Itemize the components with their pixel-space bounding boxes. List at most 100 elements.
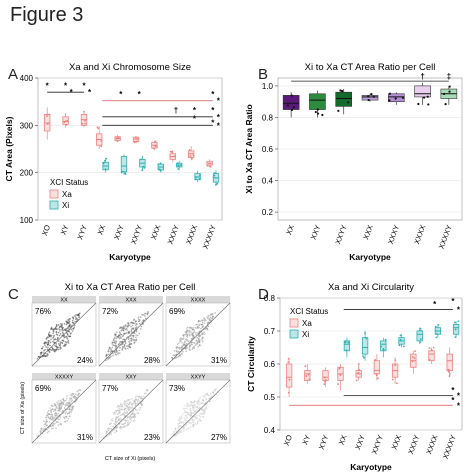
- scatter-point: [136, 334, 139, 337]
- scatter-point: [43, 349, 45, 352]
- scatter-point: [199, 402, 201, 404]
- scatter-point: [52, 336, 55, 338]
- scatter-point: [146, 389, 149, 391]
- data-point: [454, 336, 457, 339]
- data-point: [399, 338, 402, 341]
- scatter-point: [71, 405, 74, 407]
- scatter-point: [178, 342, 180, 344]
- scatter-point: [64, 399, 67, 402]
- box-xi-xxxy: [416, 330, 423, 342]
- data-point: [288, 378, 291, 381]
- legend-swatch-xa: [49, 189, 59, 199]
- scatter-point: [71, 394, 73, 397]
- y-tick-label: 0.5: [264, 393, 276, 402]
- scatter-point: [51, 348, 54, 350]
- scatter-point: [68, 321, 70, 324]
- x-tick-label: XY: [59, 224, 71, 236]
- scatter-point: [47, 342, 50, 344]
- significance-annotation: *: [211, 106, 215, 115]
- data-point: [367, 98, 370, 102]
- scatter-point: [132, 336, 135, 338]
- scatter-point: [178, 354, 181, 357]
- facet-strip-label: XXYY: [191, 375, 206, 381]
- scatter-point: [75, 316, 77, 318]
- scatter-point: [66, 413, 69, 415]
- scatter-point: [111, 343, 114, 345]
- scatter-point: [59, 408, 62, 410]
- scatter-point: [74, 395, 77, 398]
- x-tick-label: XXXY: [166, 224, 181, 246]
- data-point: [337, 383, 339, 385]
- scatter-point: [69, 333, 72, 335]
- scatter-point: [194, 326, 197, 329]
- scatter-point: [124, 402, 126, 404]
- scatter-point: [171, 357, 174, 360]
- scatter-point: [108, 356, 111, 359]
- scatter-point: [187, 405, 190, 408]
- y-axis-label: CT Area (Pixels): [4, 116, 14, 181]
- scatter-point: [204, 318, 207, 321]
- scatter-point: [120, 417, 122, 419]
- scatter-point: [197, 327, 199, 329]
- scatter-point: [113, 411, 116, 414]
- scatter-point: [134, 415, 137, 418]
- scatter-point: [70, 328, 73, 331]
- scatter-point: [126, 421, 129, 424]
- scatter-point: [64, 404, 67, 407]
- scatter-point: [68, 415, 71, 418]
- identity-line: [165, 302, 231, 367]
- scatter-point: [47, 409, 50, 412]
- scatter-point: [207, 316, 209, 318]
- scatter-point: [182, 423, 185, 426]
- legend-title: XCI Status: [50, 178, 88, 187]
- scatter-point: [125, 404, 128, 406]
- scatter-point: [184, 411, 186, 414]
- scatter-point: [54, 422, 56, 425]
- scatter-point: [203, 396, 206, 398]
- scatter-point: [54, 345, 56, 347]
- scatter-point: [194, 342, 196, 344]
- scatter-point: [120, 333, 123, 336]
- scatter-point: [47, 353, 49, 356]
- data-point: [427, 103, 430, 106]
- scatter-point: [192, 401, 194, 404]
- scatter-point: [121, 327, 123, 329]
- scatter-point: [63, 323, 66, 325]
- scatter-point: [126, 399, 129, 401]
- scatter-point: [135, 402, 138, 405]
- scatter-point: [48, 331, 51, 334]
- scatter-point: [200, 327, 202, 330]
- scatter-point: [173, 354, 176, 357]
- scatter-point: [39, 432, 42, 434]
- legend-swatch-xi: [49, 200, 59, 210]
- scatter-point: [115, 337, 118, 339]
- scatter-point: [125, 407, 127, 410]
- significance-annotation: †: [174, 106, 178, 115]
- data-point: [117, 136, 120, 139]
- scatter-point: [133, 341, 136, 344]
- scatter-point: [52, 340, 54, 343]
- scatter-point: [114, 342, 117, 345]
- data-point: [370, 92, 373, 96]
- scatter-point: [183, 416, 186, 419]
- scatter-point: [132, 402, 135, 405]
- significance-mark: *: [457, 391, 461, 400]
- scatter-point: [65, 411, 68, 413]
- scatter-point: [134, 324, 137, 326]
- data-point: [417, 102, 420, 106]
- identity-line: [165, 379, 231, 444]
- scatter-point: [68, 335, 71, 338]
- data-point: [287, 361, 290, 364]
- scatter-point: [176, 356, 178, 359]
- scatter-point: [139, 319, 141, 321]
- scatter-point: [57, 418, 60, 421]
- scatter-point: [124, 348, 127, 350]
- scatter-point: [59, 404, 61, 407]
- scatter-point: [73, 315, 76, 317]
- scatter-point: [60, 399, 62, 402]
- scatter-point: [190, 327, 193, 329]
- scatter-point: [183, 426, 186, 429]
- facet-strip: [166, 296, 230, 303]
- scatter-point: [186, 429, 188, 431]
- data-point: [430, 348, 433, 351]
